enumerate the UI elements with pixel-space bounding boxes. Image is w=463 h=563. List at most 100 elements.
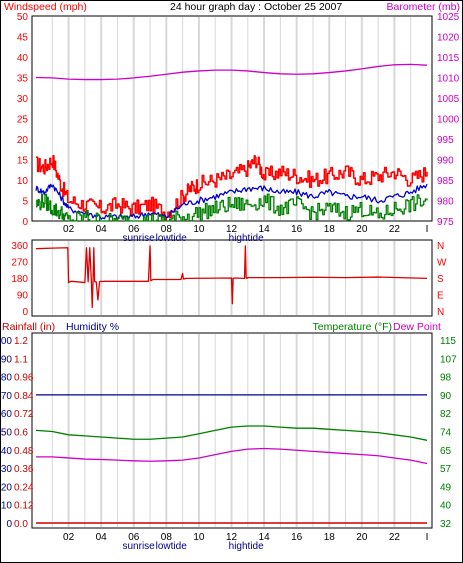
temperature-tick-label: 65 — [440, 446, 452, 457]
humidity-tick-label: 0 — [6, 519, 12, 530]
top-x-tick-label: 06 — [128, 224, 140, 235]
rainfall-tick-label: 0.24 — [14, 482, 34, 493]
temperature-tick-label: 74 — [440, 428, 452, 439]
top-x-tick-label: 02 — [63, 224, 75, 235]
wind-tick-label: 10 — [17, 176, 29, 187]
bottom-x-tick-label: 10 — [193, 532, 205, 543]
barometer-axis-title: Barometer (mb) — [386, 1, 460, 13]
compass-label: S — [437, 274, 444, 285]
wind-tick-label: 35 — [17, 74, 29, 85]
gust-wind-line — [36, 154, 428, 221]
humidity-tick-label: 50 — [1, 428, 13, 439]
rainfall-tick-label: 0.96 — [14, 373, 34, 384]
rainfall-tick-label: 0.84 — [14, 391, 34, 402]
bottom-x-tick-label: 14 — [259, 532, 271, 543]
barometer-tick-label: 975 — [437, 217, 454, 228]
humidity-tick-label: 100 — [0, 336, 12, 347]
bottom-x-tick-label: 04 — [96, 532, 108, 543]
humidity-tick-label: 10 — [1, 501, 13, 512]
humidity-axis-title: Humidity % — [66, 321, 119, 333]
wind-tick-label: 5 — [22, 197, 28, 208]
bottom-x-tick-label: 18 — [324, 532, 336, 543]
top-x-tick-label: 08 — [161, 224, 173, 235]
rainfall-axis-title: Rainfall (in) — [2, 321, 55, 333]
windspeed-axis-title: Windspeed (mph) — [4, 1, 87, 13]
temperature-tick-label: 32 — [440, 519, 452, 530]
barometer-line — [35, 63, 428, 81]
rainfall-tick-label: 0.12 — [14, 501, 34, 512]
rainfall-tick-label: 1.2 — [14, 336, 28, 347]
dewpoint-axis-title: Dew Point — [393, 321, 441, 333]
temperature-tick-label: 57 — [440, 464, 452, 475]
top-event-label-hightide: hightide — [229, 233, 264, 244]
top-x-tick-label: 12 — [226, 224, 238, 235]
top-event-label-lowtide: lowtide — [156, 233, 188, 244]
barometer-tick-label: 980 — [437, 197, 454, 208]
top-x-tick-label: 14 — [259, 224, 271, 235]
bottom-x-tick-label: I — [426, 532, 429, 543]
compass-label: N — [437, 241, 444, 252]
rainfall-tick-label: 0.36 — [14, 464, 34, 475]
barometer-tick-label: 985 — [437, 176, 454, 187]
direction-tick-label: 90 — [17, 291, 29, 302]
compass-label: N — [437, 307, 444, 318]
top-event-label-sunrise: sunrise — [123, 233, 156, 244]
dewpoint-line — [36, 447, 428, 465]
wind-tick-label: 20 — [17, 135, 29, 146]
temperature-axis-title: Temperature (°F) — [313, 321, 392, 333]
rainfall-tick-label: 0.6 — [14, 428, 28, 439]
compass-label: E — [437, 291, 444, 302]
wind-tick-label: 40 — [17, 53, 29, 64]
direction-tick-label: 180 — [11, 274, 28, 285]
top-x-tick-label: 04 — [96, 224, 108, 235]
panel-frame-2 — [31, 332, 433, 529]
wind-tick-label: 25 — [17, 115, 29, 126]
panel-frame-1 — [31, 239, 433, 317]
top-x-tick-label: 16 — [291, 224, 303, 235]
direction-tick-label: 360 — [11, 241, 28, 252]
rainfall-tick-label: 0.0 — [14, 519, 28, 530]
humidity-tick-label: 40 — [1, 446, 13, 457]
top-x-tick-label: 18 — [324, 224, 336, 235]
temperature-tick-label: 107 — [440, 354, 457, 365]
barometer-tick-label: 990 — [437, 156, 454, 167]
bottom-x-tick-label: 06 — [128, 532, 140, 543]
temperature-tick-label: 82 — [440, 409, 452, 420]
barometer-tick-label: 1000 — [437, 115, 460, 126]
bottom-event-label-hightide: hightide — [229, 541, 264, 552]
top-x-tick-label: 10 — [193, 224, 205, 235]
bottom-x-tick-label: 02 — [63, 532, 75, 543]
temperature-tick-label: 115 — [440, 336, 456, 347]
direction-tick-label: 270 — [11, 258, 28, 269]
rainfall-tick-label: 1.1 — [14, 354, 28, 365]
wind-tick-label: 45 — [17, 33, 29, 44]
wind-tick-label: 0 — [22, 217, 28, 228]
temperature-tick-label: 49 — [440, 482, 452, 493]
barometer-tick-label: 1025 — [437, 12, 460, 23]
wind-tick-label: 30 — [17, 94, 29, 105]
wind-tick-label: 15 — [17, 156, 29, 167]
temperature-line — [35, 425, 428, 441]
barometer-tick-label: 1015 — [437, 53, 460, 64]
barometer-tick-label: 1020 — [437, 33, 460, 44]
bottom-x-tick-label: 20 — [356, 532, 368, 543]
barometer-tick-label: 1010 — [437, 74, 460, 85]
bottom-x-tick-label: 08 — [161, 532, 173, 543]
bottom-event-label-sunrise: sunrise — [123, 541, 156, 552]
panel-frame-0 — [31, 15, 433, 222]
bottom-x-tick-label: 22 — [389, 532, 401, 543]
top-x-tick-label: 22 — [389, 224, 401, 235]
temperature-tick-label: 40 — [440, 501, 452, 512]
temperature-tick-label: 90 — [440, 391, 452, 402]
top-x-tick-label: 20 — [356, 224, 368, 235]
rainfall-tick-label: 0.72 — [14, 409, 34, 420]
humidity-tick-label: 20 — [1, 482, 13, 493]
rainfall-tick-label: 0.48 — [14, 446, 34, 457]
temperature-tick-label: 98 — [440, 373, 452, 384]
barometer-tick-label: 1005 — [437, 94, 460, 105]
humidity-tick-label: 90 — [1, 354, 13, 365]
average-wind-line — [35, 183, 428, 221]
direction-line — [35, 245, 428, 308]
top-x-tick-label: I — [426, 224, 429, 235]
